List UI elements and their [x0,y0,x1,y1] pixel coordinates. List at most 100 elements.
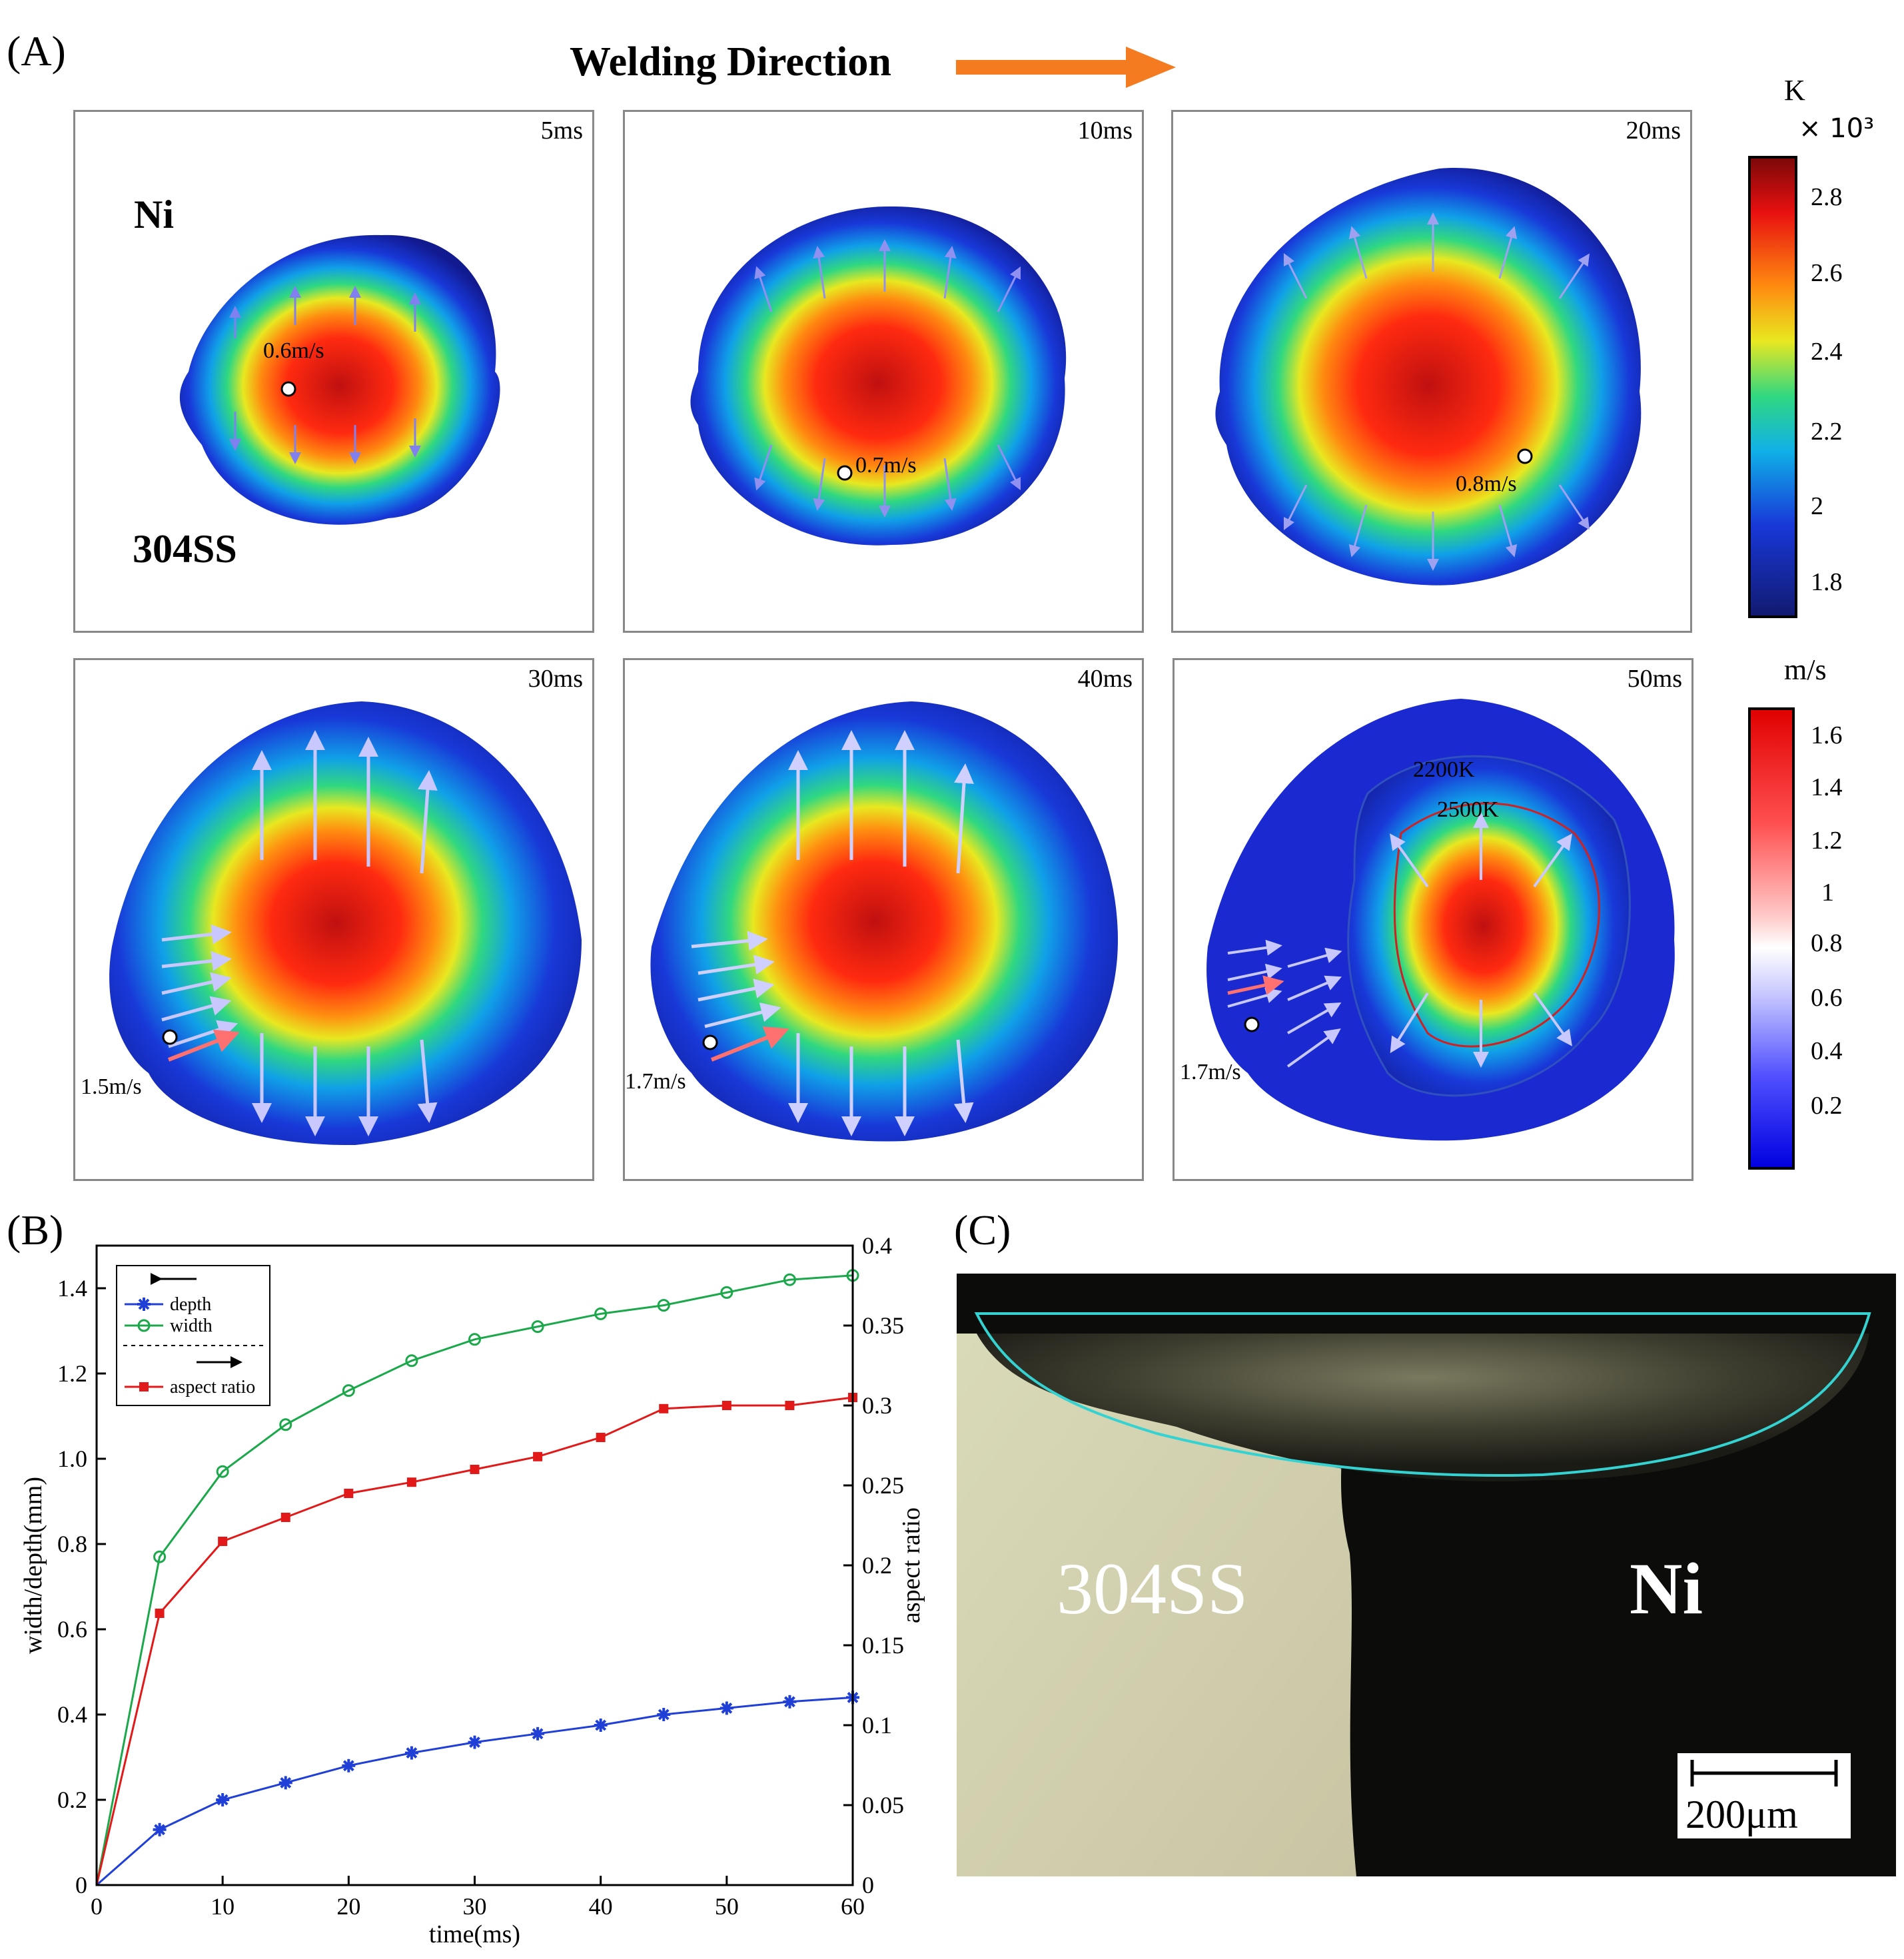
vel-tick: 1.6 [1811,721,1843,749]
vel-tick: 1 [1821,879,1834,907]
temp-tick: 2.8 [1811,183,1843,211]
y2-axis-label: aspect ratio [897,1507,925,1623]
vel-tick: 0.8 [1811,929,1843,957]
legend-label: depth [170,1294,211,1315]
weld-pool-5ms [179,234,500,525]
data-point-width [405,1354,418,1368]
weld-pool-40ms [650,701,1118,1142]
data-point-aspect-ratio [785,1401,795,1410]
vel-tick: 1.4 [1811,773,1843,801]
y2-tick-label: 0.3 [862,1392,892,1419]
x-tick-label: 10 [211,1893,235,1920]
velocity-label: 1.5m/s [81,1074,142,1099]
temp-tick: 2.4 [1811,338,1843,366]
x-tick-label: 50 [715,1893,739,1920]
y2-tick-label: 0.2 [862,1552,892,1579]
y2-tick-label: 0.05 [862,1792,904,1818]
frame-time-label: 20ms [1626,117,1681,145]
series-line-width [95,1274,853,1886]
y-tick-label: 1.0 [57,1445,87,1472]
contour-label-2200k: 2200K [1413,757,1475,782]
legend-label: aspect ratio [170,1377,255,1397]
weld-pool-20ms [1215,168,1642,586]
data-point-aspect-ratio [596,1433,606,1442]
data-point-depth [468,1735,482,1749]
data-point-aspect-ratio [533,1451,543,1461]
vel-tick: 0.6 [1811,984,1843,1012]
data-point-depth [719,1701,733,1715]
velocity-label: 1.7m/s [1180,1060,1241,1084]
temp-tick: 2 [1811,492,1823,520]
x-tick-label: 40 [589,1893,613,1920]
vel-tick: 0.4 [1811,1037,1843,1065]
micrograph-fusion-zone [977,1334,1869,1481]
data-point-aspect-ratio [721,1401,731,1410]
temp-tick: 2.2 [1811,418,1843,446]
velocity-label: 0.7m/s [855,453,917,478]
y-tick-label: 1.4 [57,1275,87,1302]
material-label-ni: Ni [134,193,174,236]
frame-time-label: 40ms [1077,665,1133,693]
welding-direction-arrow [956,47,1176,88]
micrograph-304ss-region [957,1334,1356,1876]
fusion-line [974,1312,1871,1477]
x-tick-label: 20 [336,1893,360,1920]
y2-tick-label: 0.15 [862,1632,904,1659]
y-axis-label: width/depth(mm) [19,1477,47,1654]
data-point-width [783,1273,796,1286]
frame-time-label: 30ms [528,665,583,693]
frame-20ms: 20ms 0.8m/s [1171,110,1692,633]
y2-tick-label: 0 [862,1872,874,1898]
data-point-width [279,1418,292,1431]
data-point-aspect-ratio [280,1513,290,1522]
velocity-label: 0.6m/s [263,338,324,363]
frame-10ms: 10ms 0.7m/s [623,110,1144,633]
data-point-width [657,1299,670,1312]
contour-label-2500k: 2500K [1437,797,1499,822]
legend-marker [137,1298,151,1311]
vel-tick: 0.2 [1811,1092,1843,1120]
contour-2200k [1347,755,1631,1097]
temp-colorbar-multiplier: × 10³ [1799,113,1875,144]
frame-time-label: 50ms [1627,665,1682,693]
y-tick-label: 0.4 [57,1701,87,1728]
data-point-depth [783,1695,797,1709]
frame-40ms: 40ms 1.7m/s [623,658,1144,1181]
temp-colorbar-unit: K [1784,74,1805,107]
data-point-depth [594,1719,608,1732]
frame-30ms: 30ms 1.5m/s [73,658,594,1181]
x-axis-label: time(ms) [429,1920,520,1948]
legend-marker [139,1382,149,1391]
frame-time-label: 10ms [1077,117,1133,145]
y-tick-label: 0.6 [57,1616,87,1643]
vel-colorbar-unit: m/s [1784,653,1827,686]
data-point-aspect-ratio [155,1609,165,1618]
micrograph-label-ni: Ni [1630,1548,1703,1629]
legend-marker [137,1319,151,1332]
temp-colorbar [1748,156,1797,618]
y2-tick-label: 0.35 [862,1312,904,1339]
y2-tick-label: 0.1 [862,1712,892,1739]
panel-c-letter: (C) [954,1206,1011,1254]
frame-50ms: 50ms 1.7m/s 2200K 2500K [1173,658,1693,1181]
data-point-aspect-ratio [659,1403,669,1413]
data-point-width [153,1550,167,1563]
data-point-depth [404,1746,418,1760]
weld-pool-10ms [690,206,1067,546]
x-tick-label: 0 [91,1893,103,1920]
y-tick-label: 0.8 [57,1531,87,1557]
x-tick-label: 60 [841,1893,865,1920]
material-label-304ss: 304SS [133,527,237,571]
temp-tick: 2.6 [1811,259,1843,287]
data-point-depth [342,1759,356,1772]
velocity-label: 0.8m/s [1456,472,1517,496]
data-point-depth [657,1708,671,1721]
data-point-width [720,1286,733,1299]
scale-bar-label: 200μm [1685,1792,1798,1836]
y2-tick-label: 0.25 [862,1472,904,1499]
data-point-width [216,1465,229,1478]
vel-colorbar [1748,707,1795,1170]
data-point-width [594,1307,608,1320]
panel-b-letter: (B) [7,1206,64,1254]
weld-pool-30ms [109,701,582,1146]
